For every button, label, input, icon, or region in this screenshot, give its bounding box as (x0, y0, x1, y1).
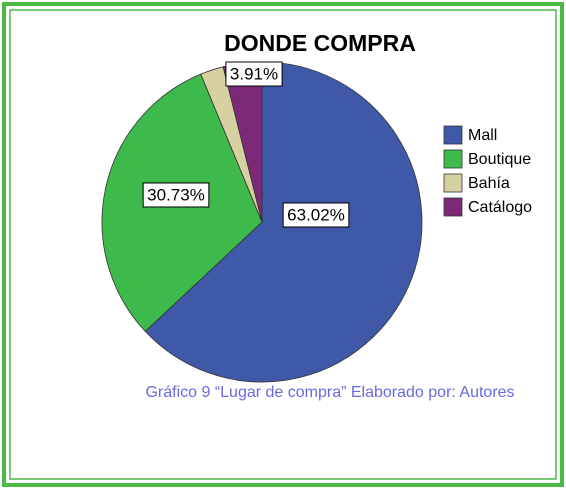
legend-label: Catálogo (468, 199, 532, 216)
chart-title: DONDE COMPRA (224, 30, 416, 56)
legend-label: Bahía (468, 175, 510, 192)
data-label-box (142, 182, 210, 208)
data-label: 3.91% (230, 64, 278, 83)
data-label: 63.02% (287, 205, 345, 224)
data-label-box (225, 61, 283, 87)
legend-label: Mall (468, 127, 497, 144)
frame-inner (9, 9, 557, 480)
caption: Gráfico 9 “Lugar de compra” Elaborado po… (145, 384, 515, 401)
legend-swatch (443, 173, 463, 193)
legend-swatch (443, 149, 463, 169)
data-label-box (282, 202, 350, 228)
data-label: 30.73% (147, 185, 205, 204)
legend-label: Boutique (468, 151, 531, 168)
legend-swatch (443, 125, 463, 145)
legend-swatch (443, 197, 463, 217)
